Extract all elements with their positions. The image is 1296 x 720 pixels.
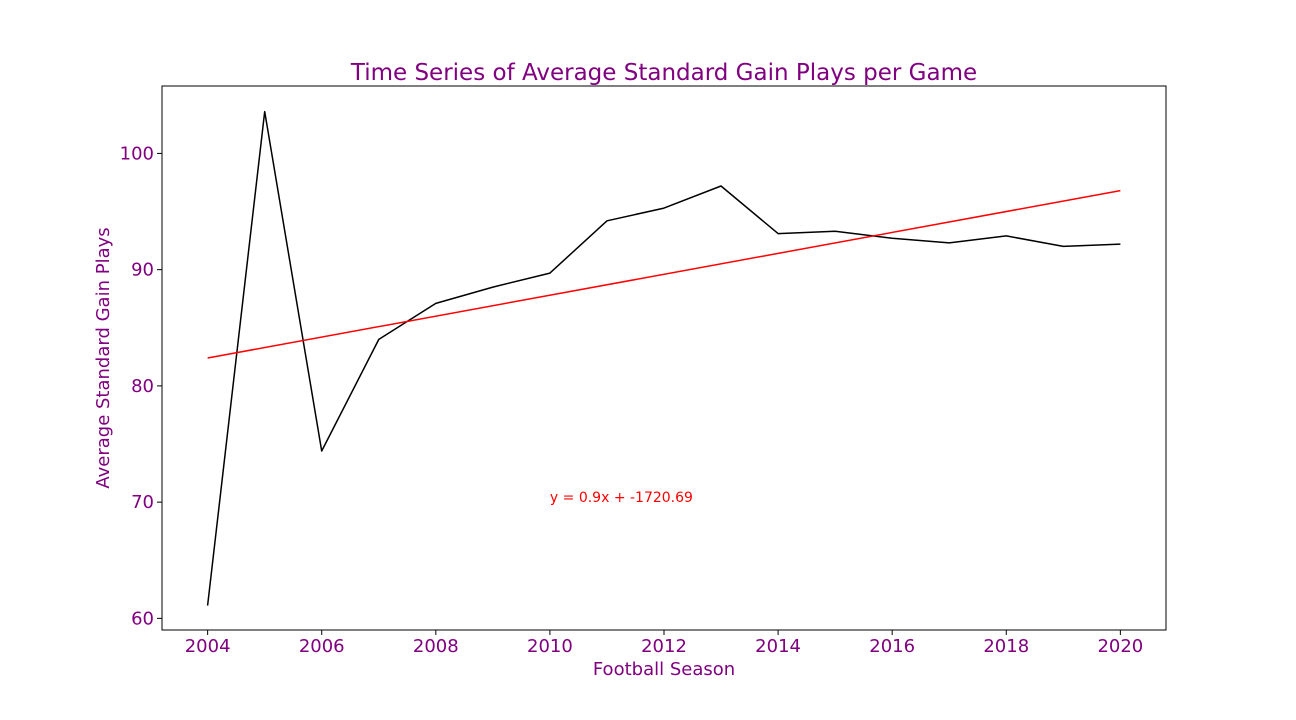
x-axis: 2004 2006 2008 2010 2012 2014 2016 2018 2020 <box>185 630 1143 657</box>
x-tick-label: 2020 <box>1097 636 1143 657</box>
x-tick-label: 2006 <box>299 636 345 657</box>
x-tick-label: 2016 <box>869 636 915 657</box>
y-axis: 60 70 80 90 100 <box>120 143 162 629</box>
series-line <box>206 110 1121 606</box>
y-tick-label: 60 <box>131 608 154 629</box>
chart-title: Time Series of Average Standard Gain Pla… <box>350 60 977 86</box>
x-tick-label: 2010 <box>527 636 573 657</box>
y-tick-label: 70 <box>131 492 154 513</box>
trend-line <box>207 189 1121 359</box>
x-tick-label: 2012 <box>641 636 687 657</box>
y-tick-label: 90 <box>131 260 154 281</box>
plot-area <box>162 86 1166 630</box>
y-axis-label: Average Standard Gain Plays <box>93 227 114 488</box>
x-tick-label: 2018 <box>983 636 1029 657</box>
x-tick-label: 2008 <box>413 636 459 657</box>
x-tick-label: 2014 <box>755 636 801 657</box>
x-axis-label: Football Season <box>593 659 735 680</box>
x-tick-label: 2004 <box>185 636 231 657</box>
y-tick-label: 100 <box>120 143 154 164</box>
trend-equation-annotation: y = 0.9x + -1720.69 <box>550 490 693 506</box>
plot-layer <box>206 110 1121 606</box>
y-tick-label: 80 <box>131 376 154 397</box>
